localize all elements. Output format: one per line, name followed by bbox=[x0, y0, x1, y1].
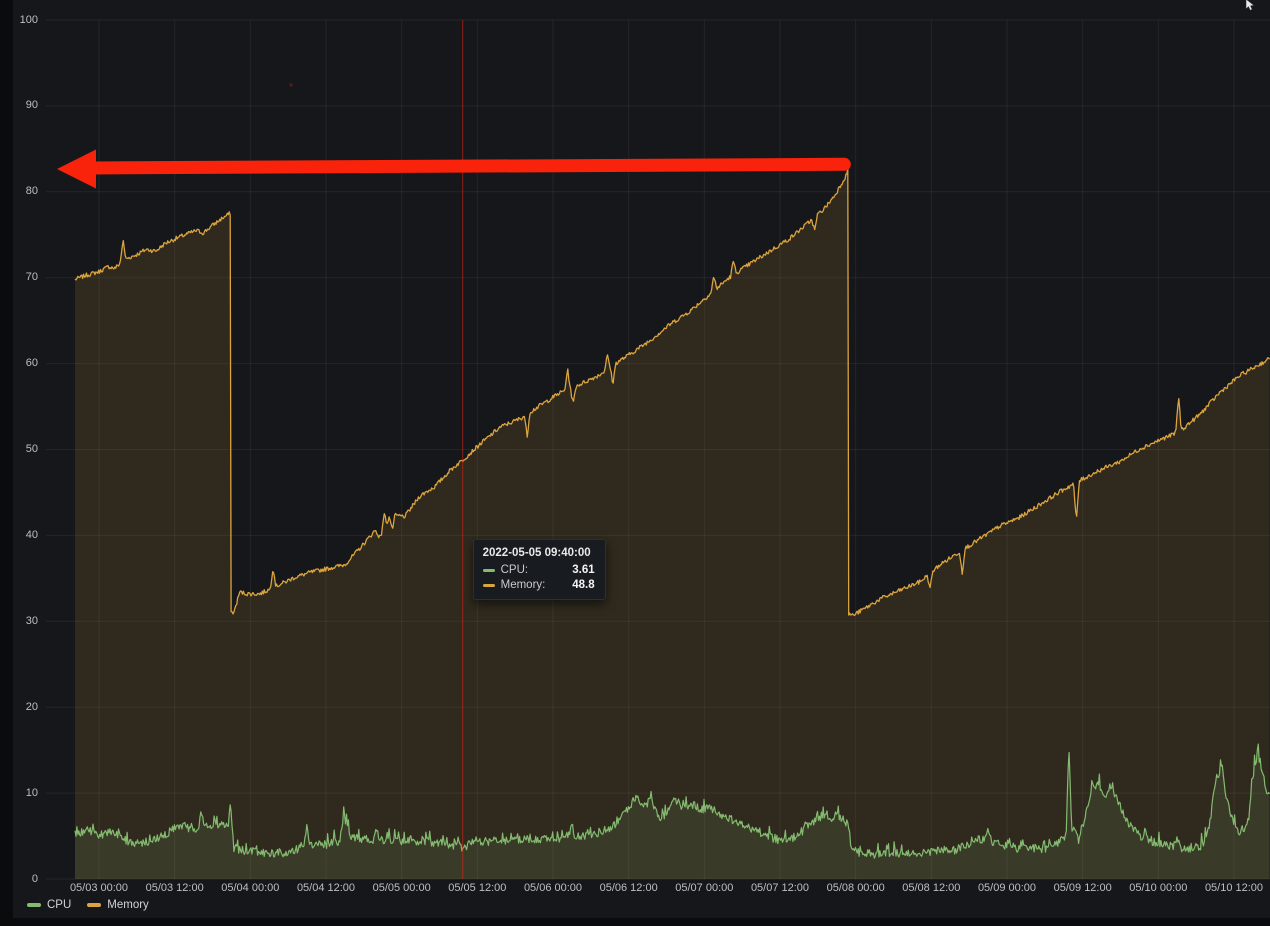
annotation-arrow-head bbox=[57, 149, 96, 189]
x-axis-tick-label: 05/10 12:00 bbox=[1204, 882, 1264, 894]
cpu-series-swatch-icon bbox=[482, 568, 495, 572]
x-axis-tick-label: 05/05 12:00 bbox=[448, 882, 507, 894]
x-axis-tick-label: 05/07 00:00 bbox=[675, 882, 734, 894]
x-axis-tick-label: 05/09 12:00 bbox=[1053, 882, 1112, 894]
y-axis-tick-label: 0 bbox=[31, 872, 38, 885]
x-axis-tick-label: 05/04 00:00 bbox=[221, 882, 280, 894]
y-axis-tick-label: 20 bbox=[25, 700, 38, 713]
x-axis-tick-label: 05/07 12:00 bbox=[750, 882, 810, 894]
tooltip-timestamp: 2022-05-05 09:40:00 bbox=[482, 547, 591, 559]
legend-item-cpu[interactable]: CPU bbox=[27, 899, 71, 911]
annotation-dot bbox=[289, 83, 293, 87]
x-axis-tick-label: 05/09 00:00 bbox=[977, 882, 1037, 894]
tooltip-series-label: Memory: bbox=[500, 579, 546, 591]
memory-series-fill bbox=[75, 168, 1270, 879]
legend-label-memory: Memory bbox=[107, 899, 149, 911]
tooltip-row-cpu: CPU: 3.61 bbox=[482, 564, 595, 576]
tooltip-series-label: CPU: bbox=[500, 564, 529, 576]
y-axis-tick-label: 70 bbox=[25, 271, 38, 284]
x-axis-tick-label: 05/06 00:00 bbox=[523, 882, 583, 894]
tooltip-series-value: 3.61 bbox=[572, 564, 595, 576]
annotation-arrow-body bbox=[83, 157, 851, 175]
x-axis-tick-label: 05/10 00:00 bbox=[1129, 882, 1188, 894]
x-axis-tick-label: 05/08 12:00 bbox=[902, 882, 961, 894]
legend: CPU Memory bbox=[27, 899, 165, 911]
y-axis-tick-label: 60 bbox=[25, 357, 38, 370]
x-axis-tick-label: 05/06 12:00 bbox=[599, 882, 658, 894]
legend-item-memory[interactable]: Memory bbox=[87, 899, 149, 911]
memory-series-swatch-icon bbox=[482, 583, 495, 587]
tooltip-row-memory: Memory: 48.8 bbox=[482, 579, 595, 591]
y-axis-tick-label: 40 bbox=[25, 528, 38, 541]
x-axis-tick-label: 05/05 00:00 bbox=[372, 882, 431, 894]
x-axis-tick-label: 05/04 12:00 bbox=[296, 882, 356, 894]
mouse-cursor-icon bbox=[1245, 0, 1255, 11]
memory-series-line bbox=[74, 167, 1270, 617]
y-axis-tick-label: 90 bbox=[25, 99, 38, 112]
legend-label-cpu: CPU bbox=[47, 899, 72, 911]
chart-panel: 0 10 20 30 40 50 60 70 80 90 100 05/03 00:00 05/03 … bbox=[13, 0, 1270, 918]
y-axis-tick-label: 50 bbox=[25, 443, 38, 455]
x-axis-tick-label: 05/03 12:00 bbox=[145, 882, 204, 894]
y-axis-tick-label: 10 bbox=[25, 786, 38, 799]
memory-legend-swatch-icon bbox=[87, 903, 102, 907]
x-axis-tick-label: 05/03 00:00 bbox=[69, 882, 129, 894]
y-axis-tick-label: 100 bbox=[19, 13, 38, 26]
y-axis-tick-label: 30 bbox=[25, 614, 38, 627]
x-axis-tick-label: 05/08 00:00 bbox=[826, 882, 885, 894]
cpu-series-line bbox=[74, 743, 1270, 859]
y-axis-tick-label: 80 bbox=[25, 185, 38, 198]
tooltip-series-value: 48.8 bbox=[572, 579, 595, 591]
tooltip: 2022-05-05 09:40:00 CPU: 3.61 Memory: 48… bbox=[472, 539, 606, 600]
cpu-legend-swatch-icon bbox=[27, 903, 41, 907]
